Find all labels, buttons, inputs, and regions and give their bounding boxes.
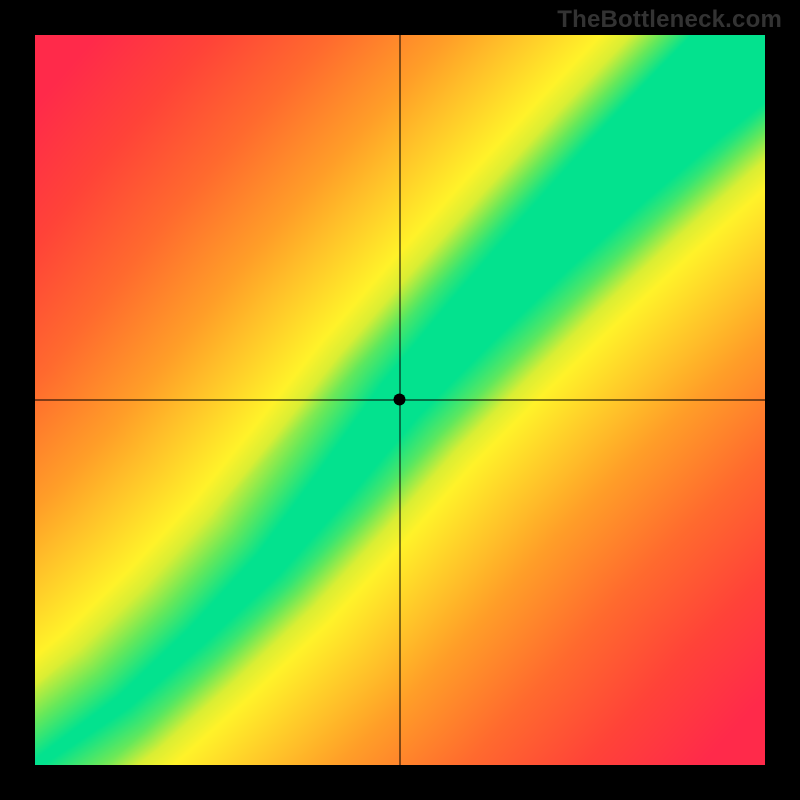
heatmap-canvas xyxy=(35,35,765,765)
watermark-text: TheBottleneck.com xyxy=(557,6,782,34)
chart-container: TheBottleneck.com xyxy=(0,0,800,800)
heatmap-plot xyxy=(35,35,765,765)
